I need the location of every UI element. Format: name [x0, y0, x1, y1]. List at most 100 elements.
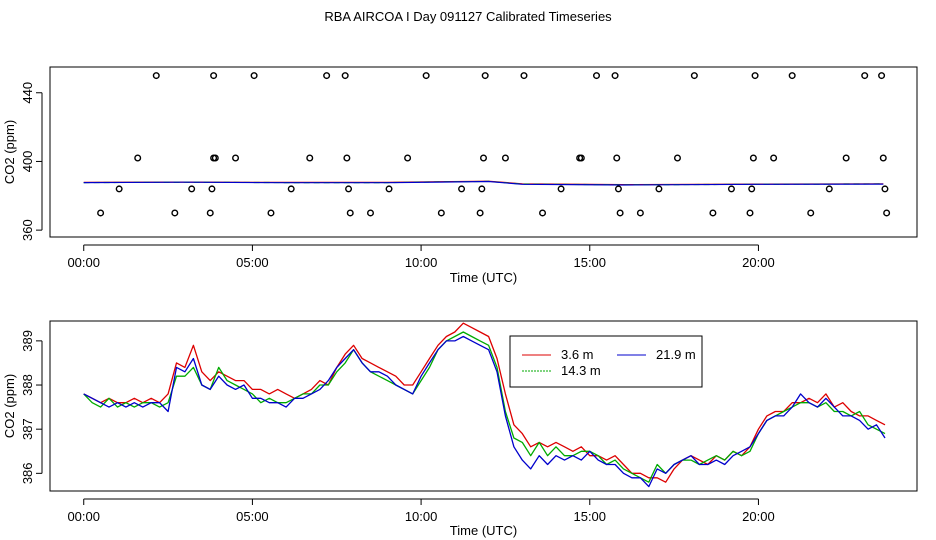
bottom-panel: 00:00 05:00 10:00 15:00 20:00 386 387 388 389 T…: [2, 320, 918, 538]
data-point: [748, 185, 756, 193]
data-point: [613, 154, 621, 162]
legend-label-3-6m: 3.6 m: [561, 347, 594, 362]
legend: 3.6 m 21.9 m 14.3 m: [509, 335, 703, 388]
legend-label-21-9m: 21.9 m: [656, 347, 696, 362]
x-tick-label: 00:00: [67, 509, 100, 524]
data-point: [614, 185, 622, 193]
data-point: [343, 154, 351, 162]
data-point: [476, 209, 484, 217]
x-tick-label: 00:00: [67, 255, 100, 270]
data-point: [655, 185, 663, 193]
top-x-axis-label: Time (UTC): [450, 270, 517, 285]
x-tick-label: 10:00: [405, 509, 438, 524]
data-point: [727, 185, 735, 193]
data-point: [188, 185, 196, 193]
figure-title: RBA AIRCOA I Day 091127 Calibrated Times…: [324, 9, 612, 24]
data-point: [611, 72, 619, 80]
data-point: [770, 154, 778, 162]
data-point: [501, 154, 509, 162]
data-point: [690, 72, 698, 80]
data-point: [861, 72, 869, 80]
bottom-x-axis: 00:00 05:00 10:00 15:00 20:00: [67, 498, 775, 524]
top-y-axis-label: CO2 (ppm): [2, 120, 17, 184]
data-point: [709, 209, 717, 217]
y-tick-label: 389: [20, 330, 35, 352]
data-point: [751, 72, 759, 80]
data-point: [134, 154, 142, 162]
data-point: [788, 72, 796, 80]
top-y-axis: 360 400 440: [20, 82, 43, 241]
data-point: [287, 185, 295, 193]
data-point: [341, 72, 349, 80]
series-line-1: [83, 331, 886, 483]
data-point: [210, 72, 218, 80]
legend-box: [509, 335, 703, 388]
data-point: [520, 72, 528, 80]
data-point: [749, 154, 757, 162]
data-point: [480, 154, 488, 162]
data-point: [211, 154, 219, 162]
x-tick-label: 05:00: [236, 509, 269, 524]
data-point: [437, 209, 445, 217]
data-point: [208, 185, 216, 193]
data-point: [746, 209, 754, 217]
data-point: [557, 185, 565, 193]
x-tick-label: 05:00: [236, 255, 269, 270]
data-point: [345, 185, 353, 193]
data-point: [825, 185, 833, 193]
data-point: [673, 154, 681, 162]
data-point: [385, 185, 393, 193]
data-point: [881, 185, 889, 193]
data-point: [842, 154, 850, 162]
x-tick-label: 20:00: [742, 255, 775, 270]
top-x-axis: 00:00 05:00 10:00 15:00 20:00: [67, 244, 775, 270]
bottom-plot-frame: [49, 320, 918, 492]
legend-label-14-3m: 14.3 m: [561, 363, 601, 378]
bottom-y-axis: 386 387 388 389: [20, 330, 43, 484]
x-tick-label: 20:00: [742, 509, 775, 524]
data-point: [807, 209, 815, 217]
y-tick-label: 440: [20, 82, 35, 104]
data-point: [539, 209, 547, 217]
data-point: [306, 154, 314, 162]
bottom-series-lines: [83, 322, 886, 488]
data-point: [97, 209, 105, 217]
data-point: [366, 209, 374, 217]
x-tick-label: 10:00: [405, 255, 438, 270]
x-tick-label: 15:00: [573, 255, 606, 270]
data-point: [115, 185, 123, 193]
data-point: [422, 72, 430, 80]
x-tick-label: 15:00: [573, 509, 606, 524]
data-point: [878, 72, 886, 80]
data-point: [152, 72, 160, 80]
data-point: [323, 72, 331, 80]
data-point: [593, 72, 601, 80]
bottom-y-axis-label: CO2 (ppm): [2, 374, 17, 438]
data-point: [577, 154, 585, 162]
data-point: [636, 209, 644, 217]
top-panel: 00:00 05:00 10:00 15:00 20:00 360 400 440 Time…: [2, 66, 918, 285]
data-point: [171, 209, 179, 217]
data-point: [616, 209, 624, 217]
data-point: [404, 154, 412, 162]
y-tick-label: 388: [20, 374, 35, 396]
top-scatter-points: [97, 72, 891, 217]
data-point: [250, 72, 258, 80]
data-point: [232, 154, 240, 162]
data-point: [267, 209, 275, 217]
series-line-2: [83, 180, 884, 186]
y-tick-label: 386: [20, 462, 35, 484]
top-plot-frame: [49, 66, 918, 238]
data-point: [879, 154, 887, 162]
series-line-2: [83, 335, 886, 488]
data-point: [458, 185, 466, 193]
y-tick-label: 400: [20, 151, 35, 173]
data-point: [883, 209, 891, 217]
data-point: [206, 209, 214, 217]
y-tick-label: 360: [20, 219, 35, 241]
data-point: [478, 185, 486, 193]
top-series-lines: [83, 180, 884, 186]
data-point: [346, 209, 354, 217]
y-tick-label: 387: [20, 418, 35, 440]
